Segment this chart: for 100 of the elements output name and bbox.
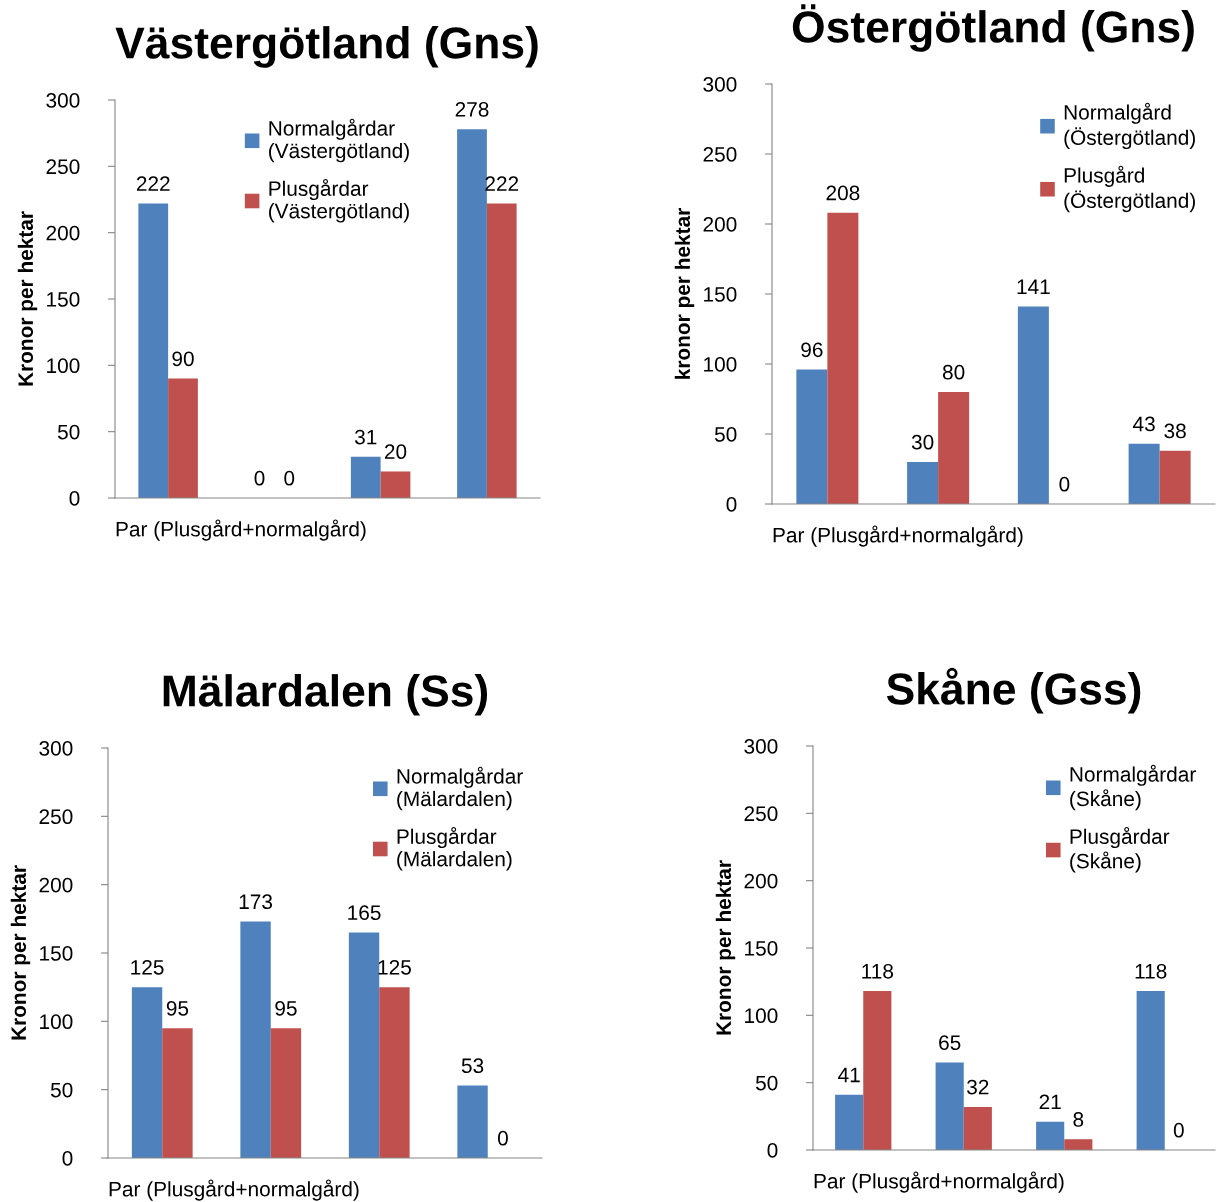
legend-label: Plusgårdar (Västergötland) <box>269 178 409 223</box>
y-tick-label: 100 <box>40 1014 73 1030</box>
y-tick-label: 50 <box>714 427 737 442</box>
bar <box>1136 991 1165 1150</box>
x-axis-title: Par (Plusgård+normalgård) <box>116 519 366 541</box>
y-tick-label: 150 <box>745 941 778 956</box>
data-label: 32 <box>967 1079 989 1095</box>
bar <box>938 392 970 504</box>
y-tick-label: 250 <box>46 159 80 175</box>
y-tick-label: 150 <box>704 287 737 302</box>
data-label: 31 <box>354 429 377 445</box>
bar <box>457 129 487 498</box>
bar <box>486 203 517 498</box>
legend-label: Normalgårdar (Västergötland) <box>269 118 409 163</box>
data-label: 0 <box>284 470 295 486</box>
y-axis-title: Kronor per hektar <box>715 860 736 1035</box>
y-tick-label: 0 <box>726 497 737 512</box>
data-label: 141 <box>1017 279 1050 294</box>
y-tick-label: 50 <box>755 1075 778 1091</box>
legend-label: Plusgårdar (Mälardalen) <box>397 826 512 871</box>
y-tick-label: 300 <box>744 739 778 754</box>
data-label: 0 <box>1059 476 1070 492</box>
y-tick-label: 150 <box>47 292 80 307</box>
bar <box>1064 1139 1093 1150</box>
bar <box>162 1028 193 1158</box>
y-tick-label: 200 <box>703 217 737 232</box>
y-tick-label: 50 <box>57 424 80 440</box>
bar <box>1036 1121 1065 1150</box>
bar <box>350 456 381 498</box>
bar <box>835 1094 864 1150</box>
chart-title: Skåne (Gss) <box>886 667 1141 714</box>
y-tick-label: 300 <box>39 741 73 756</box>
bar <box>240 921 271 1158</box>
data-label: 0 <box>254 470 265 486</box>
legend-label: Normalgårdar (Skåne) <box>1070 764 1196 811</box>
bar <box>827 212 859 504</box>
data-label: 53 <box>461 1058 484 1074</box>
legend-label: Normalgårdar (Mälardalen) <box>397 766 523 811</box>
legend-label: Plusgård (Östergötland) <box>1064 165 1195 213</box>
y-tick-label: 0 <box>62 1151 73 1166</box>
bar <box>963 1106 992 1150</box>
x-axis-title: Par (Plusgård+normalgård) <box>773 525 1023 547</box>
bar <box>796 369 828 504</box>
y-axis-title: Kronor per hektar <box>17 211 38 386</box>
y-tick-label: 0 <box>767 1143 778 1158</box>
data-label: 96 <box>801 342 823 358</box>
x-axis-title: Par (Plusgård+normalgård) <box>814 1171 1064 1193</box>
data-label: 20 <box>384 444 407 460</box>
data-label: 43 <box>1133 416 1155 432</box>
y-tick-label: 300 <box>46 93 80 108</box>
data-label: 118 <box>862 963 894 979</box>
data-label: 38 <box>1164 423 1186 439</box>
data-label: 8 <box>1073 1112 1084 1127</box>
data-label: 65 <box>939 1035 961 1051</box>
data-label: 80 <box>942 364 965 380</box>
y-tick-label: 100 <box>704 357 737 372</box>
chart-title: Mälardalen (Ss) <box>163 674 488 716</box>
bar <box>863 991 892 1150</box>
y-tick-label: 100 <box>745 1008 778 1024</box>
bar <box>168 378 198 498</box>
y-tick-label: 100 <box>47 358 80 374</box>
y-tick-label: 250 <box>703 147 737 162</box>
bar <box>348 932 380 1158</box>
data-label: 165 <box>348 905 381 921</box>
data-label: 118 <box>1135 963 1167 979</box>
bar <box>457 1085 488 1158</box>
legend-label: Plusgårdar (Skåne) <box>1070 827 1170 873</box>
y-tick-label: 200 <box>39 877 73 893</box>
data-label: 30 <box>911 434 934 450</box>
bar <box>138 203 169 498</box>
data-label: 222 <box>136 176 170 191</box>
y-tick-label: 250 <box>744 806 778 822</box>
bar <box>1128 443 1160 504</box>
data-label: 95 <box>275 1000 297 1016</box>
bar <box>131 987 163 1158</box>
bar <box>380 471 411 498</box>
data-label: 95 <box>166 1000 189 1016</box>
bar <box>907 462 939 504</box>
y-tick-label: 250 <box>39 809 73 825</box>
bar <box>1159 450 1191 504</box>
y-tick-label: 50 <box>50 1082 73 1098</box>
chart-title: Västergötland (Gns) <box>115 26 538 68</box>
y-tick-label: 0 <box>69 491 80 506</box>
y-tick-label: 200 <box>46 225 80 241</box>
data-label: 278 <box>455 101 489 117</box>
y-axis-title: Kronor per hektar <box>10 865 31 1040</box>
bar <box>270 1028 302 1158</box>
data-label: 208 <box>826 185 860 201</box>
y-tick-label: 150 <box>40 946 73 961</box>
bar <box>1017 306 1049 504</box>
x-axis-title: Par (Plusgård+normalgård) <box>109 1179 359 1201</box>
bar <box>935 1062 964 1150</box>
data-label: 41 <box>838 1067 860 1083</box>
data-label: 0 <box>497 1130 508 1146</box>
bar <box>379 987 410 1158</box>
data-label: 0 <box>1173 1122 1184 1138</box>
data-label: 173 <box>239 894 273 910</box>
y-tick-label: 300 <box>703 77 737 92</box>
data-label: 21 <box>1039 1094 1061 1110</box>
legend-label: Normalgård (Östergötland) <box>1064 102 1195 150</box>
